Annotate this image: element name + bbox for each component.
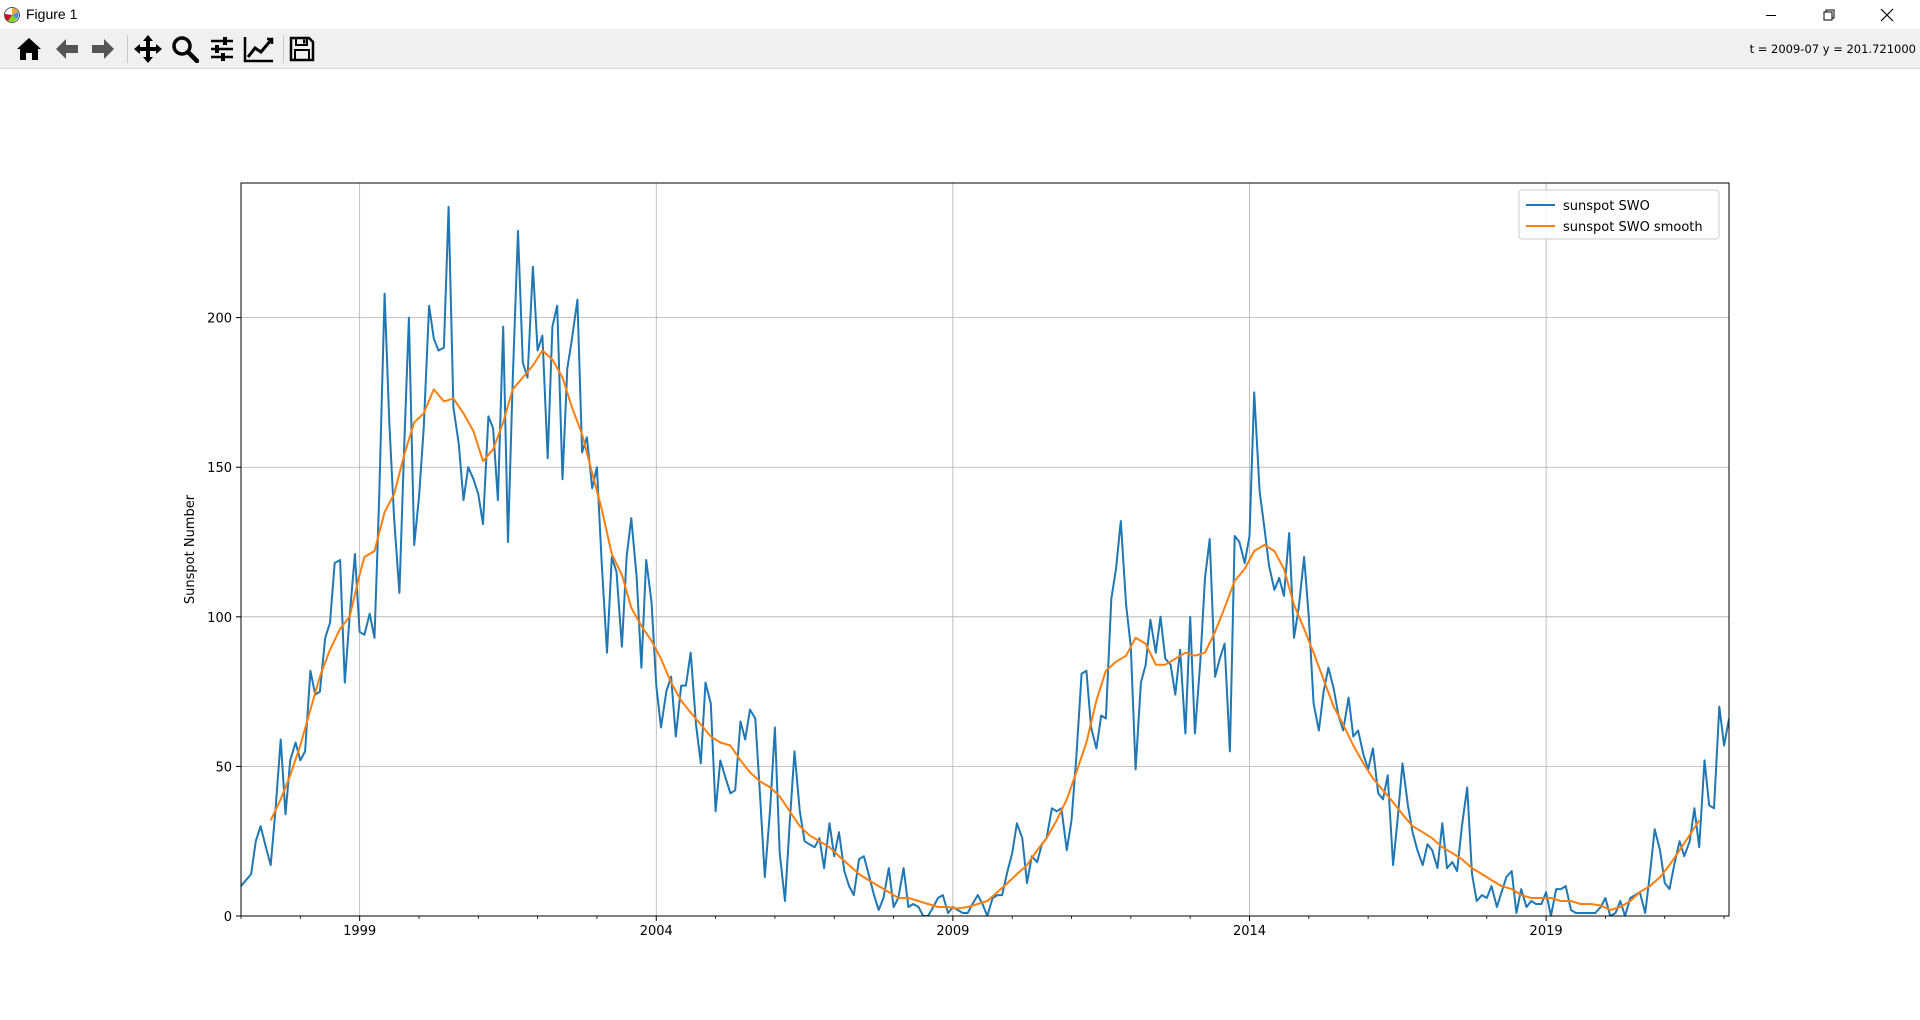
- x-tick-label: 2014: [1233, 924, 1266, 939]
- x-tick-label: 2019: [1530, 924, 1563, 939]
- legend-label: sunspot SWO smooth: [1563, 220, 1703, 235]
- pan-icon: [134, 35, 162, 63]
- home-icon: [17, 38, 41, 60]
- series-layer: [241, 205, 1729, 916]
- x-tick-label: 1999: [343, 924, 376, 939]
- series-line-sunspot-swo: [241, 205, 1729, 916]
- configure-subplots-button[interactable]: [206, 33, 238, 65]
- axes-frame: [240, 182, 1730, 917]
- y-tick-label: 0: [224, 910, 232, 925]
- y-tick-label: 100: [207, 611, 232, 626]
- window-title: Figure 1: [26, 6, 78, 22]
- restore-button[interactable]: [1800, 0, 1858, 29]
- y-tick-label: 50: [215, 760, 232, 775]
- toolbar-separator: [283, 35, 284, 63]
- legend-box: [1518, 189, 1720, 240]
- title-bar: Figure 1: [0, 0, 1920, 29]
- close-icon: [1880, 8, 1894, 21]
- x-tick-label: 2004: [640, 924, 673, 939]
- y-axis-label: Sunspot Number: [183, 494, 198, 604]
- x-tick-label: 2009: [936, 924, 969, 939]
- subplots-config-icon: [211, 37, 233, 61]
- save-button[interactable]: [286, 33, 318, 65]
- forward-arrow-icon: [92, 39, 114, 59]
- restore-icon: [1823, 9, 1835, 20]
- y-tick-label: 150: [207, 461, 232, 476]
- figure-canvas[interactable]: 1999 2004 2009 2014 2019 0 50 100 150 200 Sunspot…: [0, 69, 1920, 1020]
- zoom-button[interactable]: [169, 33, 201, 65]
- save-icon: [289, 36, 315, 62]
- minimize-icon: [1766, 14, 1776, 16]
- ticks: 1999 2004 2009 2014 2019 0 50 100 150 200: [207, 312, 1725, 939]
- series-line-sunspot-swo-smooth: [269, 349, 1701, 911]
- pan-button[interactable]: [132, 33, 164, 65]
- chart[interactable]: 1999 2004 2009 2014 2019 0 50 100 150 200 Sunspot…: [0, 69, 1920, 1020]
- legend: sunspot SWO sunspot SWO smooth: [1518, 189, 1720, 240]
- edit-axis-icon: [243, 37, 274, 63]
- cursor-coordinates: t = 2009-07 y = 201.721000: [1749, 42, 1916, 56]
- toolbar: t = 2009-07 y = 201.721000: [0, 29, 1920, 69]
- back-button[interactable]: [51, 33, 83, 65]
- edit-axis-button[interactable]: [243, 33, 275, 65]
- grid: [241, 183, 1729, 916]
- toolbar-separator: [127, 35, 128, 63]
- minimize-button[interactable]: [1742, 0, 1800, 29]
- forward-button[interactable]: [87, 33, 119, 65]
- close-button[interactable]: [1858, 0, 1916, 29]
- back-arrow-icon: [56, 39, 78, 59]
- home-button[interactable]: [13, 33, 45, 65]
- y-tick-label: 200: [207, 312, 232, 327]
- matplotlib-icon: [4, 7, 20, 23]
- zoom-icon: [172, 36, 199, 63]
- legend-label: sunspot SWO: [1563, 199, 1650, 214]
